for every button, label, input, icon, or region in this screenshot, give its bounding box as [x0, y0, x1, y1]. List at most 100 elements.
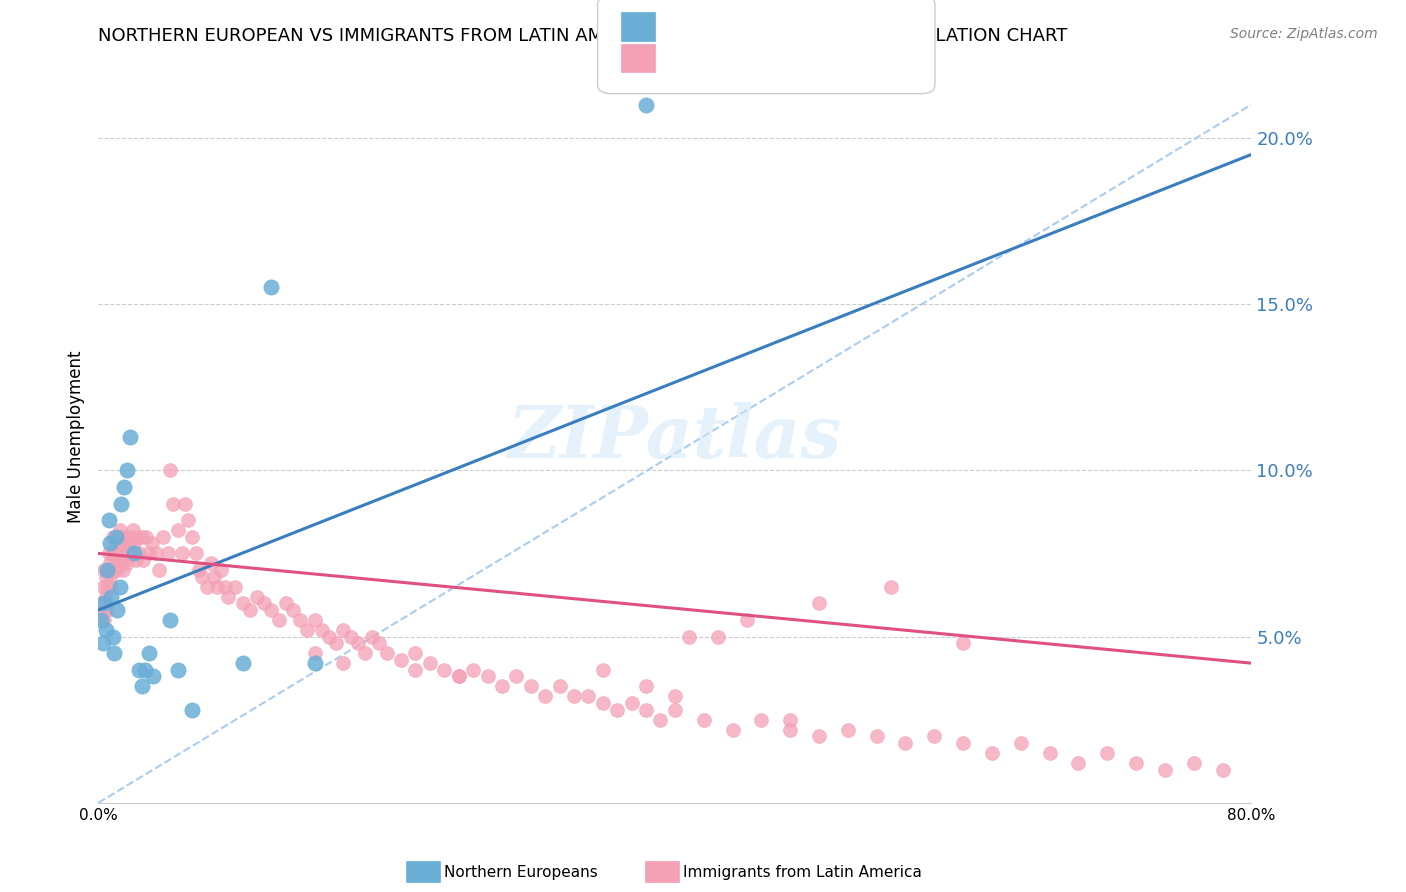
Point	[664, 690, 686, 704]
Text: Immigrants from Latin America: Immigrants from Latin America	[683, 865, 922, 880]
Point	[447, 669, 470, 683]
Point	[104, 536, 127, 550]
Point	[952, 636, 974, 650]
Point	[101, 546, 124, 560]
Point	[111, 546, 134, 560]
Point	[91, 636, 114, 650]
Point	[93, 596, 115, 610]
Point	[880, 580, 903, 594]
Point	[105, 546, 128, 560]
Point	[1067, 756, 1090, 770]
Point	[1125, 756, 1147, 770]
Point	[98, 536, 121, 550]
Point	[195, 580, 218, 594]
Point	[152, 530, 174, 544]
Point	[103, 646, 125, 660]
Point	[101, 530, 124, 544]
Point	[231, 596, 254, 610]
Point	[281, 603, 304, 617]
Point	[894, 736, 917, 750]
Point	[97, 563, 120, 577]
Point	[121, 546, 143, 560]
Point	[122, 523, 145, 537]
Point	[104, 557, 127, 571]
Point	[214, 580, 236, 594]
Point	[110, 530, 132, 544]
Point	[120, 530, 142, 544]
Point	[125, 553, 148, 567]
Point	[606, 703, 628, 717]
Point	[202, 570, 225, 584]
Point	[578, 690, 600, 704]
Point	[138, 546, 160, 560]
Point	[332, 623, 354, 637]
Point	[134, 663, 156, 677]
Point	[520, 680, 543, 694]
Point	[112, 480, 135, 494]
Point	[837, 723, 859, 737]
Point	[274, 596, 297, 610]
Point	[260, 280, 283, 294]
Point	[181, 530, 204, 544]
Point	[592, 696, 614, 710]
Point	[477, 669, 499, 683]
Point	[209, 563, 232, 577]
Text: 140: 140	[820, 49, 858, 67]
Point	[636, 703, 658, 717]
Point	[779, 723, 801, 737]
Point	[693, 713, 716, 727]
Point	[90, 596, 112, 610]
Point	[505, 669, 527, 683]
Point	[375, 646, 398, 660]
Point	[166, 523, 188, 537]
Point	[260, 603, 283, 617]
Point	[205, 580, 228, 594]
Point	[96, 563, 118, 577]
Text: 0.404: 0.404	[707, 18, 763, 36]
Point	[361, 630, 384, 644]
Point	[981, 746, 1004, 760]
Point	[91, 603, 114, 617]
Point	[104, 530, 127, 544]
Point	[159, 463, 181, 477]
Point	[142, 669, 165, 683]
Point	[491, 680, 513, 694]
Point	[1010, 736, 1032, 750]
Point	[91, 580, 114, 594]
Point	[101, 630, 124, 644]
Point	[148, 563, 170, 577]
Point	[534, 690, 557, 704]
Point	[159, 613, 181, 627]
Point	[735, 613, 758, 627]
Point	[389, 653, 412, 667]
Point	[103, 546, 125, 560]
Point	[108, 523, 131, 537]
Text: N =: N =	[778, 18, 811, 36]
Point	[124, 536, 146, 550]
Point	[325, 636, 347, 650]
Point	[94, 570, 117, 584]
Point	[177, 513, 200, 527]
Point	[96, 580, 118, 594]
Point	[105, 603, 128, 617]
Point	[332, 656, 354, 670]
Point	[807, 729, 830, 743]
Point	[548, 680, 571, 694]
Point	[107, 530, 129, 544]
Point	[405, 663, 427, 677]
Point	[181, 703, 204, 717]
Point	[124, 546, 146, 560]
Point	[110, 546, 132, 560]
Point	[170, 546, 193, 560]
Point	[1182, 756, 1205, 770]
Point	[145, 546, 167, 560]
Point	[592, 663, 614, 677]
Point	[97, 546, 120, 560]
Point	[128, 663, 150, 677]
Point	[127, 530, 149, 544]
Point	[111, 563, 134, 577]
Point	[97, 513, 120, 527]
Point	[636, 97, 658, 112]
Point	[650, 713, 672, 727]
Point	[93, 563, 115, 577]
